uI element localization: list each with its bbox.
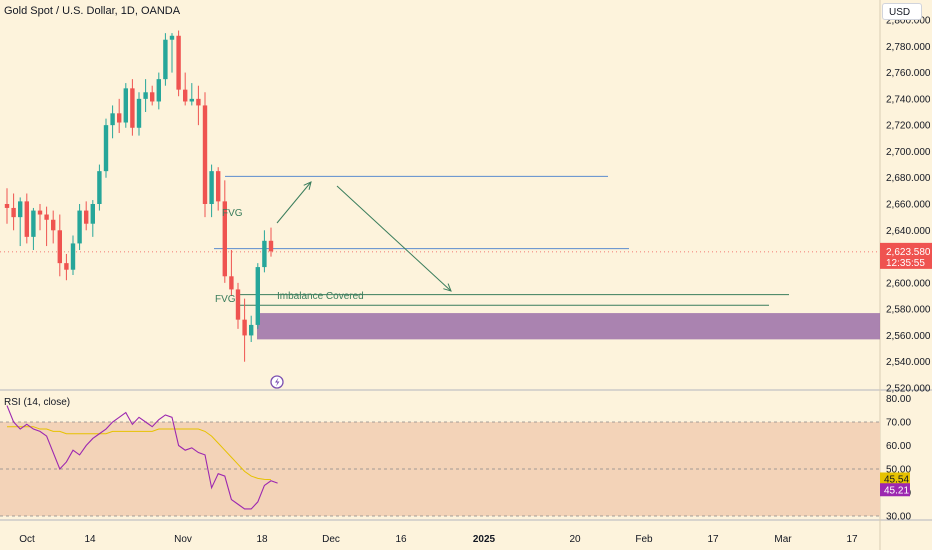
candle-body <box>44 214 49 220</box>
candle-body <box>70 243 76 270</box>
candle-body <box>97 171 102 204</box>
candle-body <box>117 113 122 123</box>
time-tick-label: 16 <box>395 534 407 545</box>
candle-body <box>216 171 221 202</box>
time-tick-label: 20 <box>569 534 581 545</box>
rsi-tick-label: 50.00 <box>886 465 911 476</box>
rsi-ma-line <box>7 426 272 481</box>
rsi-tick-label: 30.00 <box>886 512 911 523</box>
price-tick-label: 2,800.000 <box>886 16 931 27</box>
price-tick-label: 2,520.000 <box>886 384 931 395</box>
time-tick-label: Dec <box>322 534 340 545</box>
chart-title: Gold Spot / U.S. Dollar, 1D, OANDA <box>4 5 181 17</box>
projection-arrow-up <box>276 181 312 224</box>
flash-icon-bolt <box>275 377 280 387</box>
time-tick-label: 14 <box>84 534 96 545</box>
candle-body <box>209 171 214 204</box>
projection-arrow-down-head <box>443 283 452 292</box>
price-tick-label: 2,640.000 <box>886 226 931 237</box>
projection-arrow-up-head <box>303 181 312 190</box>
currency-button[interactable]: USD <box>882 3 922 20</box>
candle-body <box>103 125 109 172</box>
candle-body <box>18 201 23 218</box>
current-price-label: 2,623.580 <box>886 247 931 258</box>
time-tick-label: Feb <box>635 534 653 545</box>
candle-body <box>183 89 188 102</box>
price-countdown-label: 12:35:55 <box>886 258 925 269</box>
candle-body <box>222 201 227 277</box>
price-tick-label: 2,780.000 <box>886 42 931 53</box>
price-tick-label: 2,660.000 <box>886 200 931 211</box>
candle-body <box>169 35 175 40</box>
candle-body <box>64 263 69 270</box>
price-tick-label: 2,740.000 <box>886 94 931 105</box>
price-tick-label: 2,600.000 <box>886 278 931 289</box>
candle-body <box>189 98 194 102</box>
rsi-line <box>6 405 278 510</box>
time-tick-label: 17 <box>846 534 858 545</box>
candle-body <box>110 113 115 126</box>
price-tick-label: 2,560.000 <box>886 331 931 342</box>
candle-body <box>84 210 89 224</box>
time-tick-label: Oct <box>19 534 35 545</box>
candle-body <box>90 204 95 224</box>
order-block-zone <box>257 313 880 340</box>
price-tick-label: 2,680.000 <box>886 173 931 184</box>
candle-body <box>150 92 155 102</box>
candle-body <box>235 289 241 320</box>
price-tick-label: 2,540.000 <box>886 357 931 368</box>
candle-body <box>57 230 62 264</box>
candle-body <box>268 240 274 252</box>
candle-body <box>255 267 260 325</box>
candle-body <box>4 204 10 208</box>
rsi-ma-value-tag <box>880 472 910 486</box>
candle-body <box>143 92 148 99</box>
candle-body <box>37 210 43 215</box>
candle-body <box>176 35 181 90</box>
candle-body <box>136 98 142 128</box>
candle-body <box>163 39 168 80</box>
rsi-title: RSI (14, close) <box>4 397 71 408</box>
annotation-fvg: FVG <box>215 294 236 305</box>
rsi-value-label: 45.21 <box>884 485 909 496</box>
candle-body <box>24 201 29 237</box>
price-tick-label: 2,760.000 <box>886 68 931 79</box>
projection-arrow-down <box>336 185 452 292</box>
candle-body <box>51 219 56 231</box>
time-tick-label: Mar <box>774 534 792 545</box>
candle-body <box>123 88 128 123</box>
rsi-ma-value-label: 45.54 <box>884 474 909 485</box>
time-tick-label: 17 <box>707 534 719 545</box>
time-tick-label: 18 <box>256 534 268 545</box>
price-tick-label: 2,700.000 <box>886 147 931 158</box>
candle-body <box>242 319 247 336</box>
time-tick-label: 2025 <box>473 534 496 545</box>
price-tick-label: 2,580.000 <box>886 305 931 316</box>
candle-body <box>130 88 135 128</box>
time-tick-label: Nov <box>174 534 192 545</box>
candle-body <box>196 98 201 106</box>
current-price-tag <box>880 242 932 269</box>
candle-body <box>156 79 161 102</box>
annotation-fvg: FVG <box>222 208 243 219</box>
rsi-value-tag <box>880 483 910 497</box>
candle-body <box>249 324 254 336</box>
rsi-tick-label: 70.00 <box>886 418 911 429</box>
annotation-imbalance-covered: Imbalance Covered <box>277 291 364 302</box>
candle-body <box>77 210 82 244</box>
candle-body <box>229 276 234 290</box>
candle-body <box>31 210 36 237</box>
candle-body <box>11 207 16 218</box>
price-tick-label: 2,720.000 <box>886 121 931 132</box>
rsi-tick-label: 60.00 <box>886 441 911 452</box>
candle-body <box>202 105 208 204</box>
rsi-tick-label: 80.00 <box>886 394 911 405</box>
candle-body <box>262 240 267 268</box>
